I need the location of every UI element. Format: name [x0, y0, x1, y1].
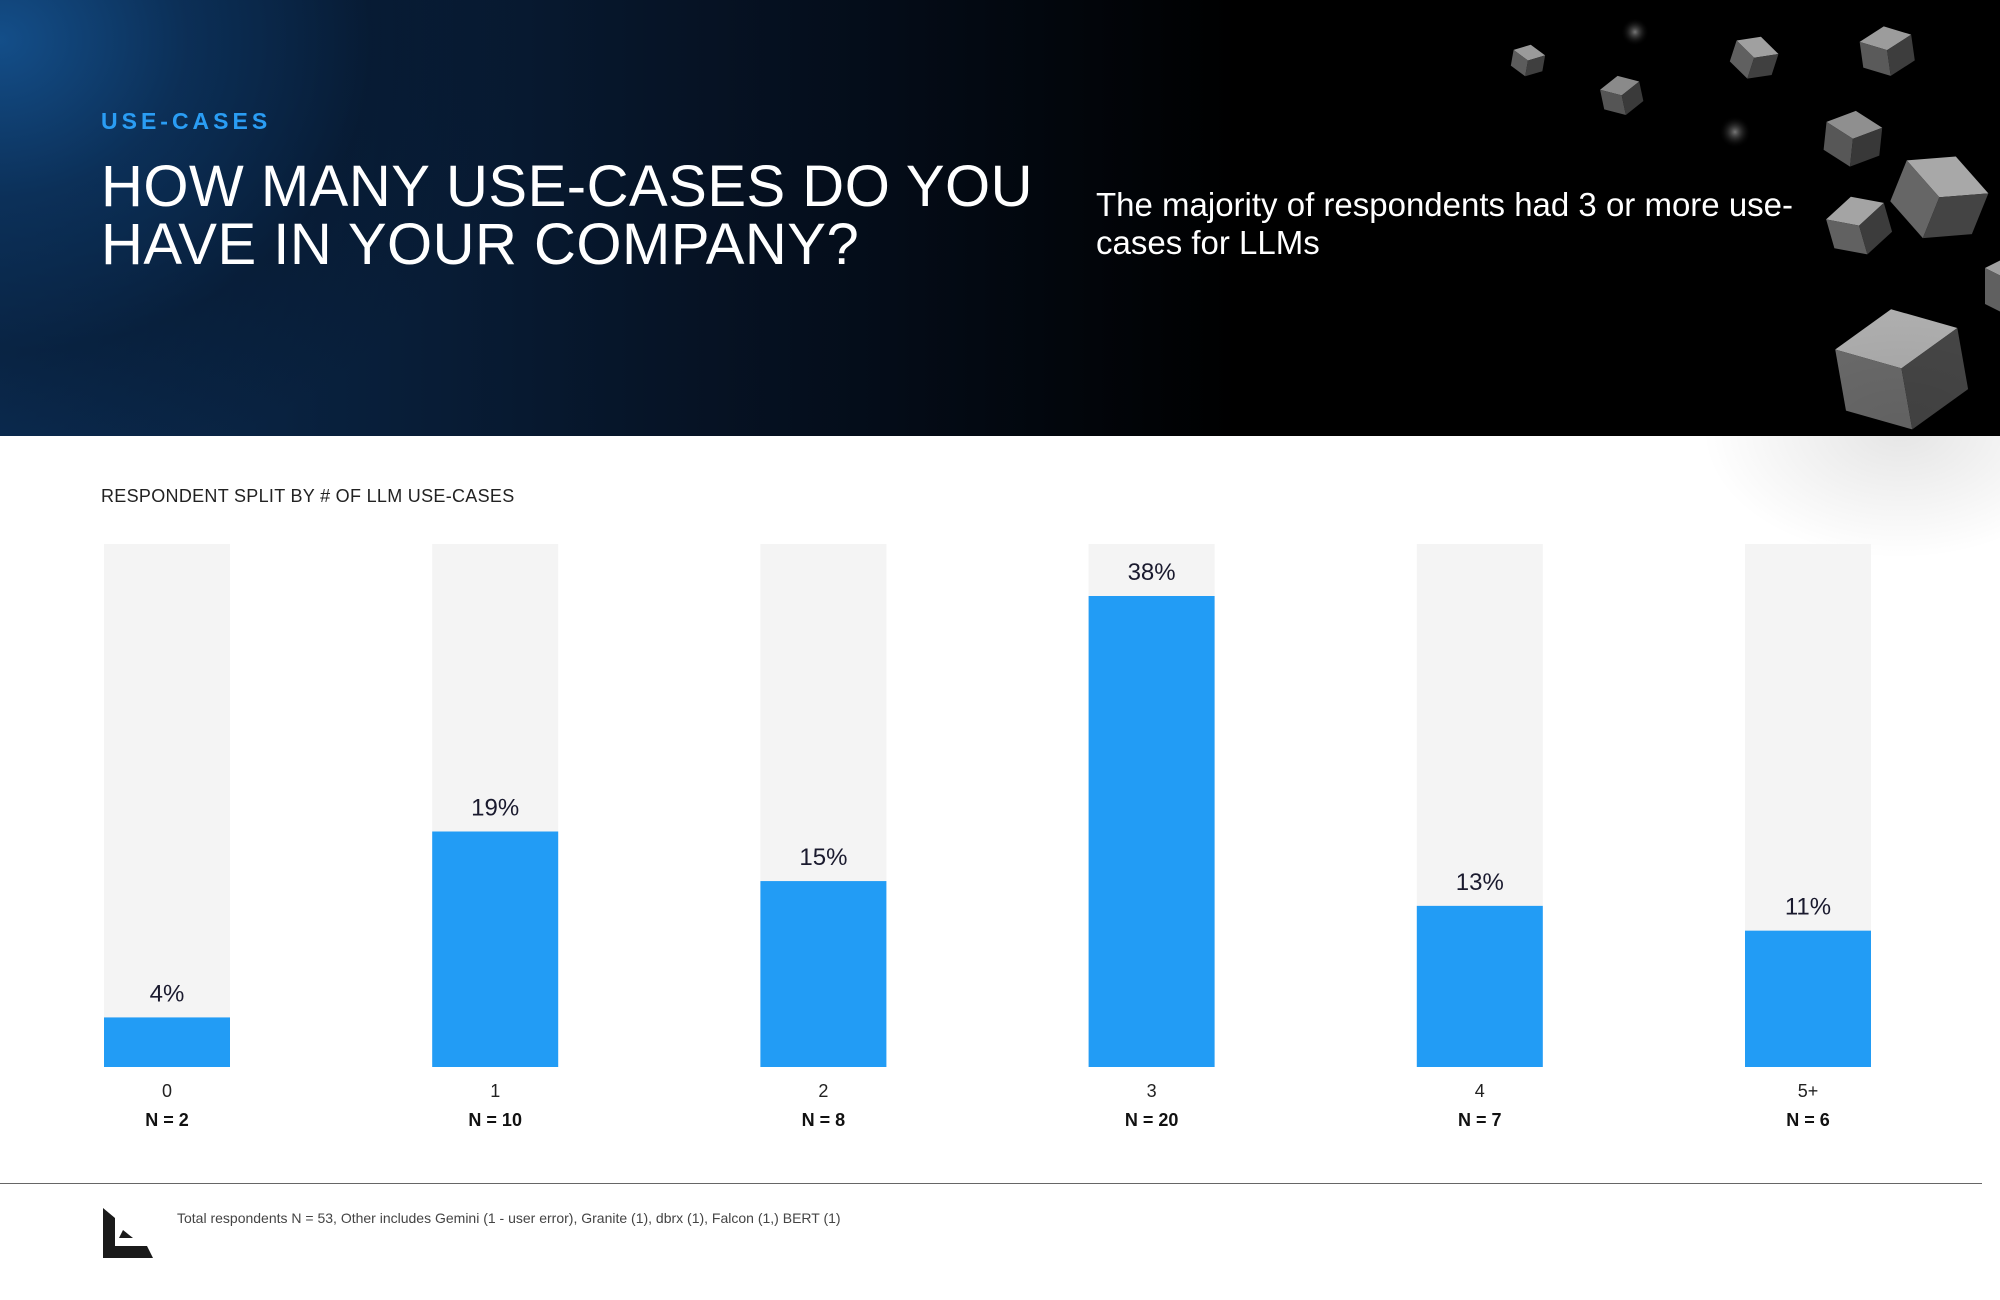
data-label: 38%: [1128, 559, 1176, 586]
bar-1: [432, 831, 559, 1067]
bar-chart: 4% 0 N = 2 19% 1 N = 10 15% 2 N = 8 38% 3 N = 20 13%…: [104, 544, 1871, 1130]
bar-4: [1416, 905, 1543, 1067]
count-label: N = 10: [468, 1110, 522, 1130]
footnote: Total respondents N = 53, Other includes…: [177, 1210, 841, 1226]
data-label: 15%: [799, 844, 847, 871]
count-label: N = 8: [802, 1110, 846, 1130]
page-subtitle: The majority of respondents had 3 or mor…: [1096, 186, 1794, 261]
x-tick-label: 5+: [1798, 1081, 1819, 1101]
section-eyebrow: USE-CASES: [101, 108, 272, 134]
data-label: 4%: [150, 980, 185, 1007]
x-tick-label: 3: [1147, 1081, 1157, 1101]
bar-3: [1088, 596, 1215, 1067]
x-tick-label: 0: [162, 1081, 172, 1101]
floating-cubes-icon: [1510, 18, 2000, 430]
bar-2: [760, 881, 887, 1067]
chart-title: RESPONDENT SPLIT BY # OF LLM USE-CASES: [101, 486, 515, 506]
cube-shadow: [1700, 300, 2000, 560]
l-logo-icon: [103, 1208, 153, 1258]
hero-banner: USE-CASES HOW MANY USE-CASES DO YOU HAVE…: [0, 0, 2000, 436]
page-title: HOW MANY USE-CASES DO YOU HAVE IN YOUR C…: [101, 154, 1034, 277]
x-tick-label: 4: [1475, 1081, 1485, 1101]
x-tick-label: 1: [490, 1081, 500, 1101]
bar-5+: [1745, 930, 1871, 1067]
count-label: N = 6: [1786, 1110, 1830, 1130]
x-tick-label: 2: [818, 1081, 828, 1101]
data-label: 13%: [1456, 869, 1504, 896]
data-label: 11%: [1785, 894, 1831, 921]
data-label: 19%: [471, 795, 519, 822]
bar-0: [104, 1017, 230, 1067]
count-label: N = 20: [1125, 1110, 1179, 1130]
count-label: N = 7: [1458, 1110, 1502, 1130]
count-label: N = 2: [145, 1110, 189, 1130]
footer-divider: [0, 1183, 1982, 1184]
bar-track: [104, 544, 230, 1067]
